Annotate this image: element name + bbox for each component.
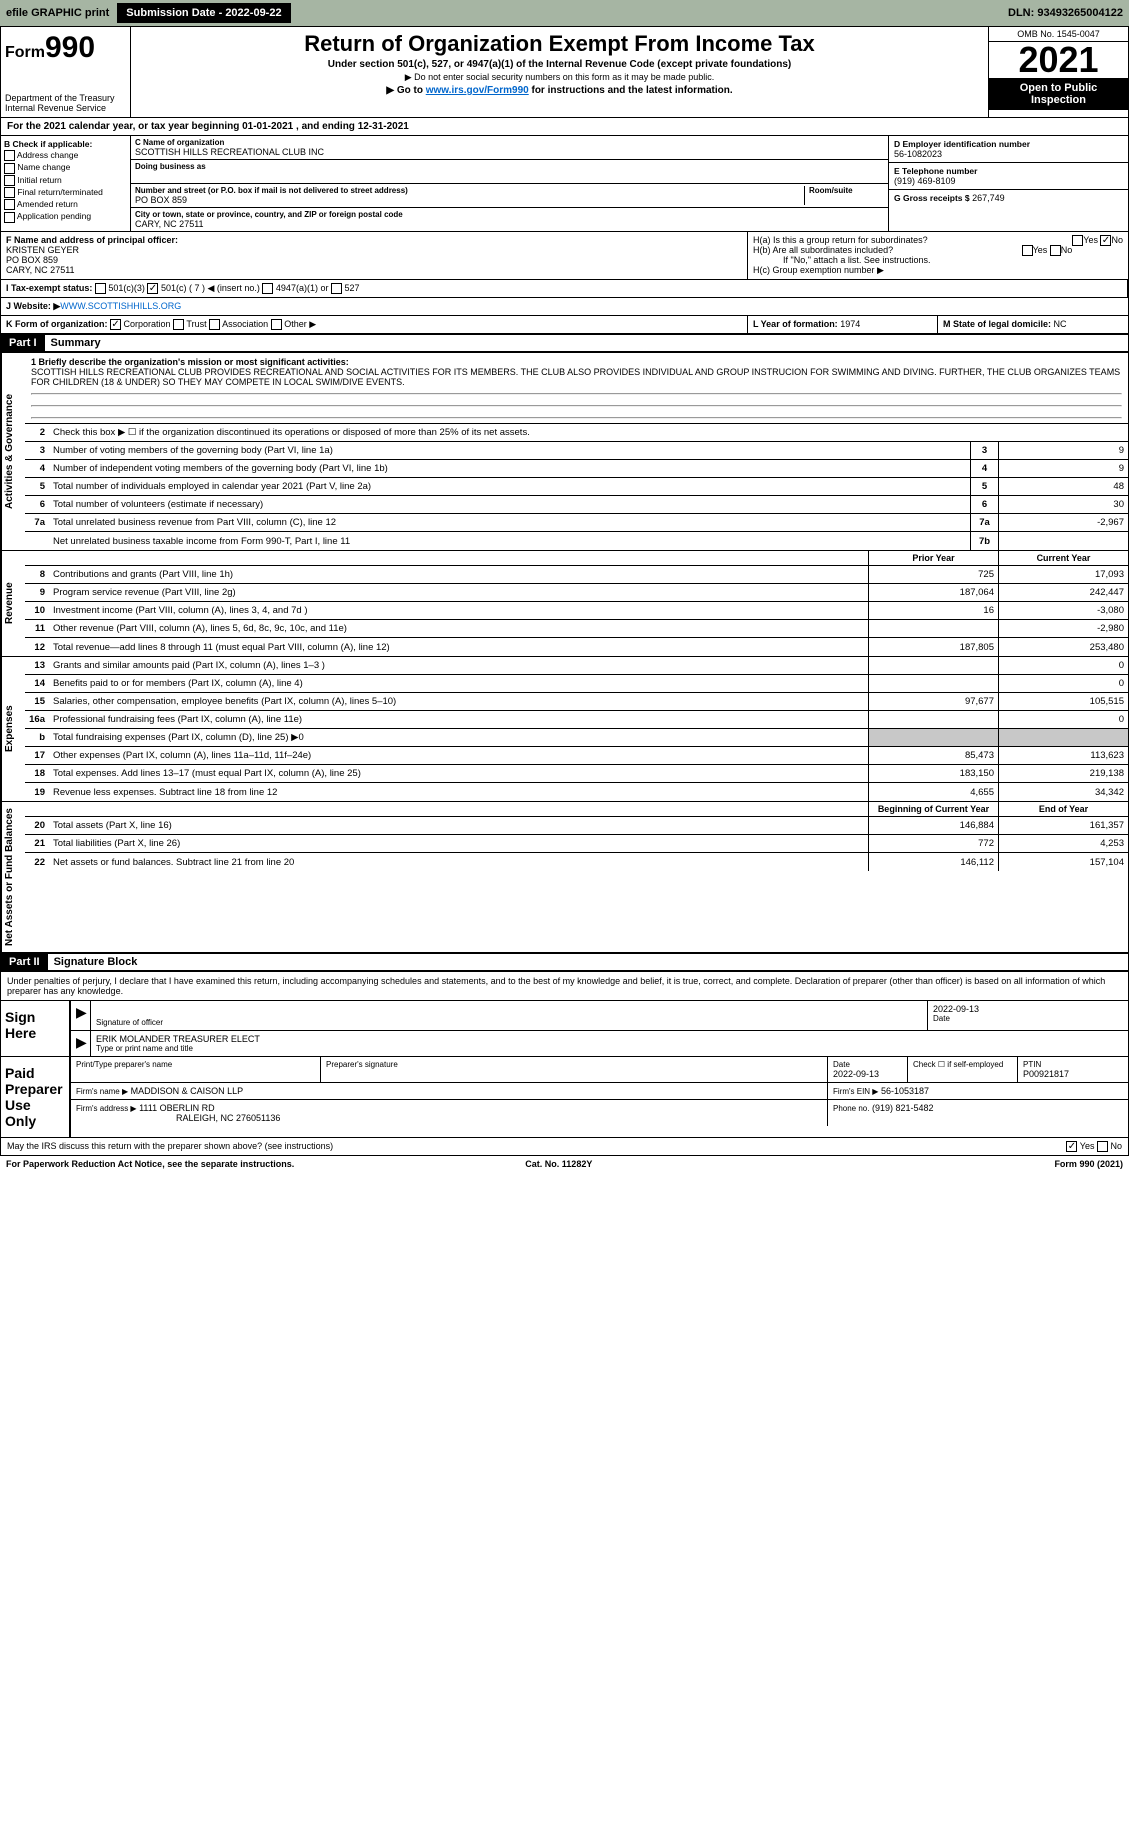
summary-net: Net Assets or Fund Balances Beginning of… <box>0 802 1129 953</box>
paid-preparer-label: Paid Preparer Use Only <box>1 1057 71 1137</box>
status-row: I Tax-exempt status: 501(c)(3) 501(c) ( … <box>0 280 1129 298</box>
submission-date: Submission Date - 2022-09-22 <box>117 3 290 23</box>
phone-cell: E Telephone number (919) 469-8109 <box>889 163 1128 190</box>
chk-pending[interactable]: Application pending <box>4 211 127 222</box>
header-left: Form990 Department of the Treasury Inter… <box>1 27 131 117</box>
vtab-exp: Expenses <box>1 657 25 801</box>
state-domicile: M State of legal domicile: NC <box>938 316 1128 333</box>
cat-no: Cat. No. 11282Y <box>525 1159 592 1169</box>
korg-row: K Form of organization: Corporation Trus… <box>0 316 1129 334</box>
exp-lines: 13Grants and similar amounts paid (Part … <box>25 657 1128 801</box>
sign-here-label: Sign Here <box>1 1001 71 1056</box>
city: CARY, NC 27511 <box>135 219 884 229</box>
entity-mid: C Name of organization SCOTTISH HILLS RE… <box>131 136 888 231</box>
vtab-net: Net Assets or Fund Balances <box>1 802 25 952</box>
paperwork-notice: For Paperwork Reduction Act Notice, see … <box>6 1159 294 1169</box>
city-cell: City or town, state or province, country… <box>131 208 888 231</box>
arrow-icon: ▶ <box>76 1034 87 1050</box>
rev-lines: Prior YearCurrent Year 8Contributions an… <box>25 551 1128 656</box>
form-title: Return of Organization Exempt From Incom… <box>135 31 984 57</box>
arrow-icon: ▶ <box>76 1004 87 1020</box>
irs-label: Internal Revenue Service <box>5 103 126 113</box>
form-org: K Form of organization: Corporation Trus… <box>1 316 748 333</box>
chk-name[interactable]: Name change <box>4 162 127 173</box>
form-header: Form990 Department of the Treasury Inter… <box>0 26 1129 118</box>
tax-exempt-status: I Tax-exempt status: 501(c)(3) 501(c) ( … <box>1 280 1128 297</box>
open-inspection: Open to Public Inspection <box>989 78 1128 110</box>
summary-gov: Activities & Governance 1 Briefly descri… <box>0 352 1129 551</box>
net-lines: Beginning of Current YearEnd of Year 20T… <box>25 802 1128 952</box>
discuss-row: May the IRS discuss this return with the… <box>1 1137 1128 1155</box>
form-ref: Form 990 (2021) <box>1054 1159 1123 1169</box>
chk-address[interactable]: Address change <box>4 150 127 161</box>
header-center: Return of Organization Exempt From Incom… <box>131 27 988 117</box>
entity-right: D Employer identification number 56-1082… <box>888 136 1128 231</box>
subtitle-2: ▶ Do not enter social security numbers o… <box>135 72 984 83</box>
org-name: SCOTTISH HILLS RECREATIONAL CLUB INC <box>135 147 884 157</box>
mission: 1 Briefly describe the organization's mi… <box>25 353 1128 424</box>
org-name-cell: C Name of organization SCOTTISH HILLS RE… <box>131 136 888 160</box>
vtab-gov: Activities & Governance <box>1 353 25 550</box>
tax-year-text: For the 2021 calendar year, or tax year … <box>1 118 415 135</box>
year-formation: L Year of formation: 1974 <box>748 316 938 333</box>
penalty-text: Under penalties of perjury, I declare th… <box>1 972 1128 1000</box>
chk-initial[interactable]: Initial return <box>4 175 127 186</box>
officer-name: KRISTEN GEYER <box>6 245 742 255</box>
check-applicable: B Check if applicable: Address change Na… <box>1 136 131 231</box>
signature-block: Under penalties of perjury, I declare th… <box>0 971 1129 1156</box>
gov-lines: 1 Briefly describe the organization's mi… <box>25 353 1128 550</box>
topbar: efile GRAPHIC print Submission Date - 20… <box>0 0 1129 26</box>
ein: 56-1082023 <box>894 149 1123 159</box>
firm-name: MADDISON & CAISON LLP <box>131 1086 244 1096</box>
part1-header: Part I Summary <box>0 334 1129 352</box>
mission-text: SCOTTISH HILLS RECREATIONAL CLUB PROVIDE… <box>31 367 1122 387</box>
addr: PO BOX 859 <box>135 195 804 205</box>
header-right: OMB No. 1545-0047 2021 Open to Public In… <box>988 27 1128 117</box>
dba-cell: Doing business as <box>131 160 888 184</box>
dln: DLN: 93493265004122 <box>1008 7 1123 19</box>
entity-block: B Check if applicable: Address change Na… <box>0 136 1129 232</box>
tax-year-row: For the 2021 calendar year, or tax year … <box>0 118 1129 136</box>
chk-final[interactable]: Final return/terminated <box>4 187 127 198</box>
website-row: J Website: ▶ WWW.SCOTTISHHILLS.ORG <box>0 298 1129 316</box>
tax-year: 2021 <box>989 42 1128 78</box>
paid-preparer-block: Paid Preparer Use Only Print/Type prepar… <box>1 1056 1128 1137</box>
summary-exp: Expenses 13Grants and similar amounts pa… <box>0 657 1129 802</box>
form-number: Form990 <box>5 31 126 65</box>
irs-link[interactable]: www.irs.gov/Form990 <box>426 85 529 96</box>
dept-treasury: Department of the Treasury <box>5 93 126 103</box>
officer-left: F Name and address of principal officer:… <box>1 232 748 279</box>
website-link[interactable]: WWW.SCOTTISHHILLS.ORG <box>60 301 181 312</box>
footer: For Paperwork Reduction Act Notice, see … <box>0 1156 1129 1172</box>
officer-right: H(a) Is this a group return for subordin… <box>748 232 1128 279</box>
subtitle-1: Under section 501(c), 527, or 4947(a)(1)… <box>135 59 984 70</box>
sign-here-block: Sign Here ▶ Signature of officer 2022-09… <box>1 1000 1128 1056</box>
officer-print-name: ERIK MOLANDER TREASURER ELECT <box>96 1034 1123 1044</box>
chk-amended[interactable]: Amended return <box>4 199 127 210</box>
summary-rev: Revenue Prior YearCurrent Year 8Contribu… <box>0 551 1129 657</box>
ein-cell: D Employer identification number 56-1082… <box>889 136 1128 163</box>
vtab-rev: Revenue <box>1 551 25 656</box>
addr-cell: Number and street (or P.O. box if mail i… <box>131 184 888 208</box>
part2-header: Part II Signature Block <box>0 953 1129 971</box>
gross-cell: G Gross receipts $ 267,749 <box>889 190 1128 206</box>
phone: (919) 469-8109 <box>894 176 1123 186</box>
gross-receipts: 267,749 <box>972 193 1005 203</box>
efile-label: efile GRAPHIC print <box>6 7 109 19</box>
officer-row: F Name and address of principal officer:… <box>0 232 1129 280</box>
subtitle-3: ▶ Go to www.irs.gov/Form990 for instruct… <box>135 85 984 96</box>
